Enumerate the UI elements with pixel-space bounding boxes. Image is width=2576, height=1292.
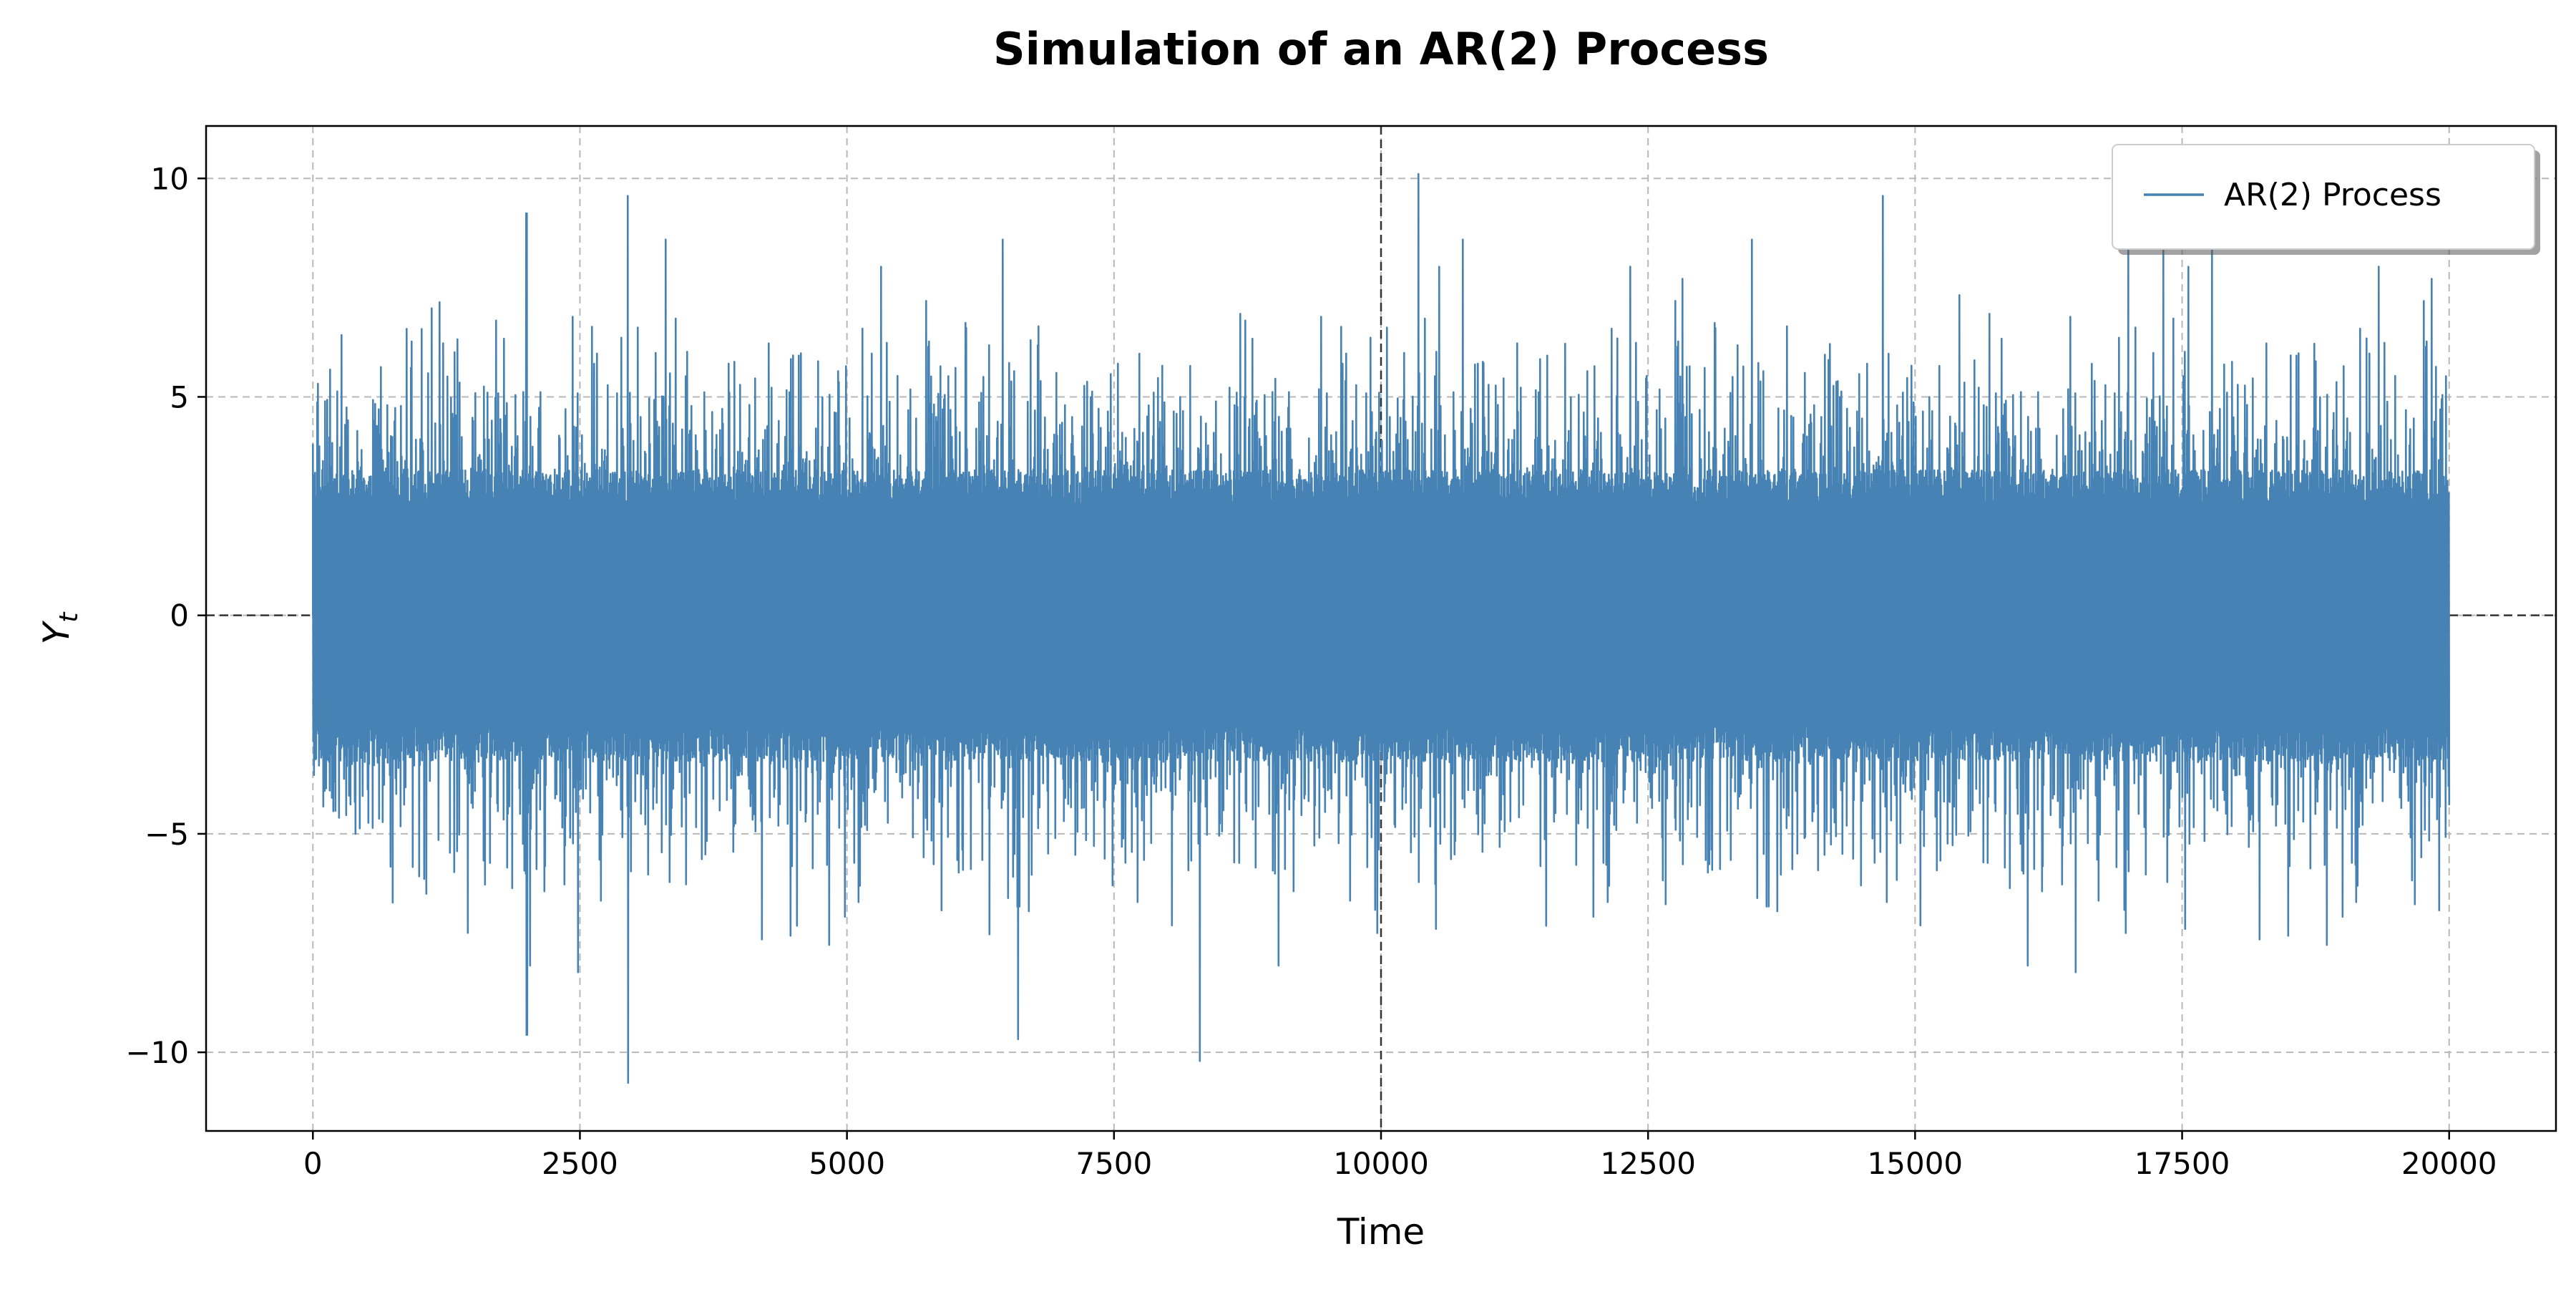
y-axis-label-main: Y	[36, 620, 77, 644]
series-line-ar2-process	[312, 173, 2451, 1084]
series-layer	[312, 173, 2451, 1084]
legend: AR(2) Process	[2112, 144, 2540, 255]
chart-title: Simulation of an AR(2) Process	[993, 23, 1769, 75]
x-tick-label: 5000	[809, 1146, 885, 1181]
y-tick-label: 5	[170, 379, 189, 414]
y-tick-label: 0	[170, 598, 189, 633]
x-tick-label: 17500	[2135, 1146, 2230, 1181]
axis-ticks: 0 2500 5000 7500 10000 12500 15000 17500 20000 −1…	[125, 161, 2497, 1181]
y-tick-label: 10	[151, 161, 189, 196]
x-tick-label: 20000	[2401, 1146, 2497, 1181]
x-axis-label: Time	[1337, 1211, 1425, 1253]
y-axis-label: Yt	[36, 611, 84, 645]
x-tick-label: 7500	[1075, 1146, 1152, 1181]
y-axis-label-subscript: t	[54, 611, 84, 623]
x-tick-label: 2500	[542, 1146, 618, 1181]
x-tick-label: 12500	[1600, 1146, 1696, 1181]
x-tick-label: 0	[303, 1146, 323, 1181]
x-tick-label: 15000	[1868, 1146, 1963, 1181]
legend-box	[2112, 144, 2535, 250]
y-tick-label: −10	[125, 1035, 189, 1070]
y-tick-label: −5	[145, 817, 189, 852]
x-tick-label: 10000	[1333, 1146, 1429, 1181]
legend-label: AR(2) Process	[2224, 177, 2441, 213]
